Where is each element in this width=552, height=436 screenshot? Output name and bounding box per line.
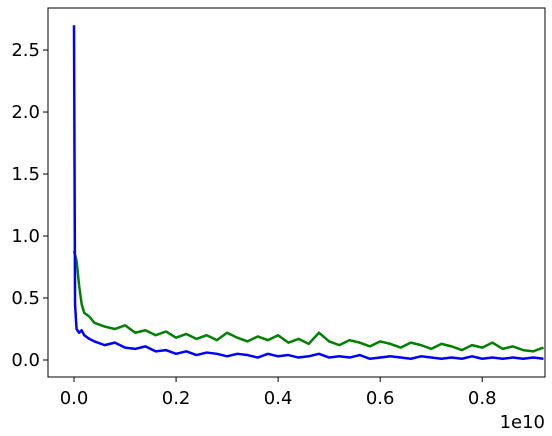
y-tick-label: 2.0 xyxy=(11,102,40,123)
y-tick-label: 2.5 xyxy=(11,40,40,61)
y-tick-label: 1.0 xyxy=(11,226,40,247)
x-tick-label: 0.2 xyxy=(162,388,191,409)
x-tick-label: 0.6 xyxy=(366,388,395,409)
x-tick-label: 0.8 xyxy=(468,388,497,409)
y-tick-label: 0.5 xyxy=(11,288,40,309)
y-tick-label: 1.5 xyxy=(11,164,40,185)
plot-frame xyxy=(47,7,546,378)
line-series xyxy=(72,25,544,361)
x-tick-label: 0.4 xyxy=(264,388,293,409)
x-tick-label: 0.0 xyxy=(60,388,89,409)
x-offset-label: 1e10 xyxy=(500,412,545,433)
y-tick-label: 0.0 xyxy=(11,350,40,371)
line-series xyxy=(72,250,544,353)
